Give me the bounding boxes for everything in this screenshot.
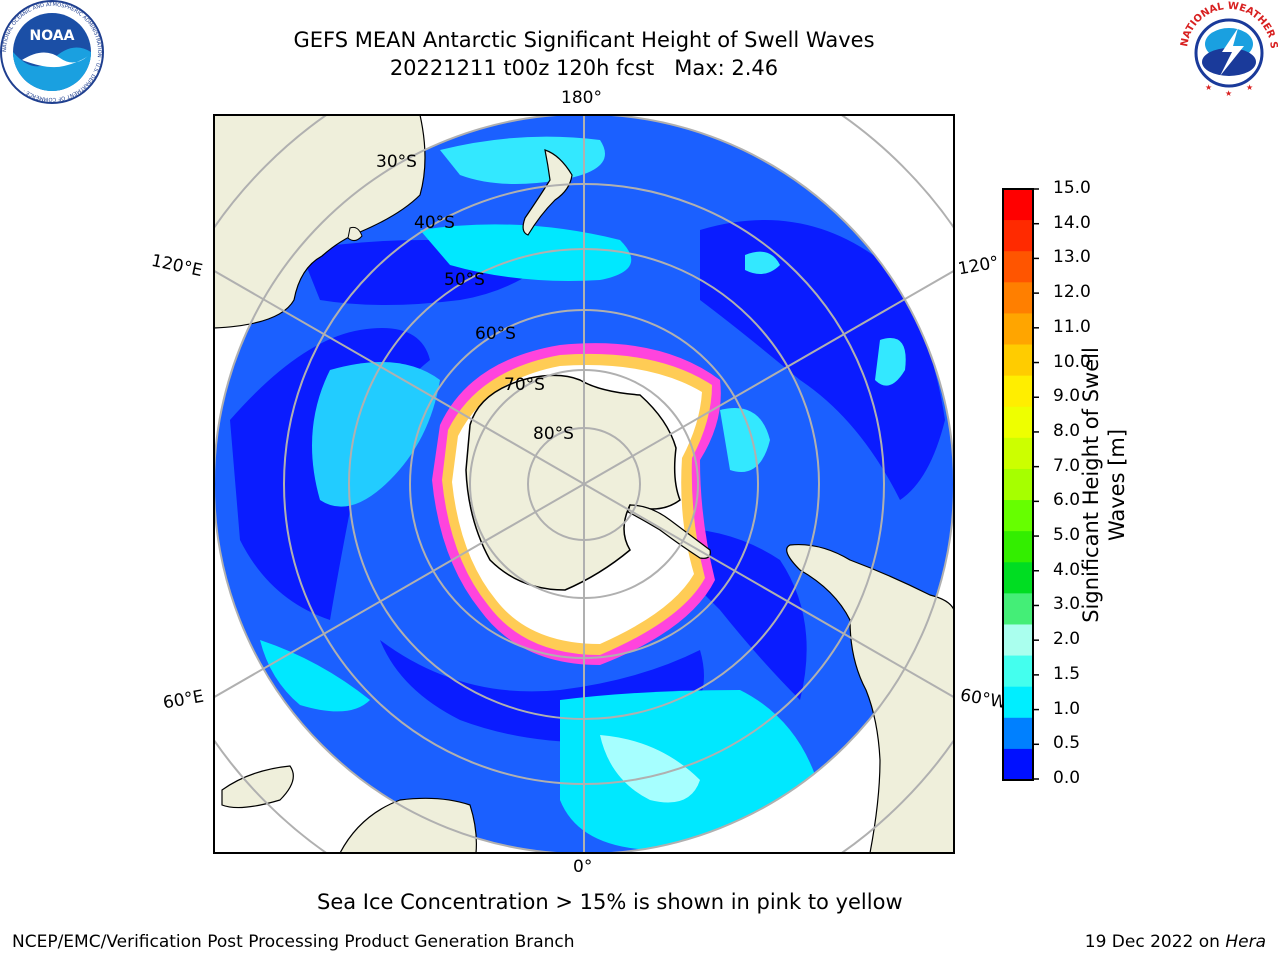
colorbar-tick-label: 9.0: [1053, 386, 1081, 407]
colorbar-bin: [1003, 562, 1033, 594]
swell-band: [720, 408, 770, 472]
svg-text:★: ★: [1205, 83, 1212, 92]
colorbar-tick-label: 0.5: [1053, 733, 1081, 754]
south-america-landmass: [786, 540, 954, 853]
tasmania: [347, 226, 363, 242]
colorbar-tick-label: 8.0: [1053, 420, 1081, 441]
new-zealand: [522, 149, 573, 236]
colorbar-bin: [1003, 500, 1033, 532]
colorbar-tick-label: 15.0: [1053, 178, 1091, 198]
colorbar-bin: [1003, 220, 1033, 252]
colorbar-bin: [1003, 375, 1033, 408]
colorbar-tick-label: 14.0: [1053, 212, 1091, 233]
colorbar-bin: [1003, 593, 1033, 626]
colorbar-bin: [1003, 406, 1033, 439]
colorbar-tick-label: 7.0: [1053, 455, 1081, 476]
colorbar-bin: [1003, 251, 1033, 283]
colorbar-bin: [1003, 468, 1033, 501]
swell-band: [745, 251, 780, 274]
colorbar-bin: [1003, 717, 1033, 750]
lat-label-30s: 30°S: [376, 152, 417, 172]
colorbar-tick-label: 2.0: [1053, 629, 1081, 650]
africa-landmass: [339, 797, 477, 853]
colorbar-bin: [1003, 531, 1033, 563]
colorbar-tick-label: 6.0: [1053, 490, 1081, 511]
colorbar-tick-label: 1.5: [1053, 663, 1081, 684]
chart-title-line2: 20221211 t00z 120h fcst Max: 2.46: [389, 56, 779, 80]
footer-date: 19 Dec 2022 on Hera: [1085, 932, 1266, 952]
lon-label-0: 0°: [573, 857, 593, 877]
colorbar-tick-label: 3.0: [1053, 594, 1081, 615]
colorbar-tick-label: 4.0: [1053, 559, 1081, 580]
sea-ice-caption: Sea Ice Concentration > 15% is shown in …: [317, 890, 903, 914]
lat-label-60s: 60°S: [475, 324, 516, 344]
colorbar-tick-label: 5.0: [1053, 525, 1081, 546]
lat-label-50s: 50°S: [444, 270, 485, 290]
map-frame: [213, 114, 955, 854]
colorbar-bin: [1003, 624, 1033, 657]
noaa-logo: NATIONAL OCEANIC AND ATMOSPHERIC ADMINIS…: [0, 0, 104, 104]
madagascar: [221, 765, 294, 809]
colorbar-tick-label: 11.0: [1053, 316, 1091, 337]
colorbar-bin: [1003, 748, 1033, 781]
low-swell-region: [700, 220, 945, 500]
colorbar-bin: [1003, 313, 1033, 346]
chart-title-line1: GEFS MEAN Antarctic Significant Height o…: [293, 28, 875, 52]
swell-band: [600, 735, 700, 803]
lon-label-180: 180°: [561, 88, 602, 108]
colorbar-tick-label: 0.0: [1053, 768, 1081, 788]
swell-band: [420, 224, 632, 281]
svg-text:★: ★: [1225, 89, 1232, 98]
lat-label-70s: 70°S: [504, 375, 545, 395]
swell-band: [312, 362, 440, 507]
graticule: [214, 115, 954, 853]
svg-text:★: ★: [1246, 83, 1253, 92]
footer-machine: Hera: [1225, 932, 1266, 952]
lat-label-80s: 80°S: [533, 424, 574, 444]
noaa-logo-text: NOAA: [30, 28, 75, 44]
colorbar: [1002, 188, 1039, 781]
colorbar-label-line2: Waves [m]: [1105, 428, 1129, 542]
colorbar-bin: [1003, 655, 1033, 688]
footer-branch: NCEP/EMC/Verification Post Processing Pr…: [12, 932, 575, 952]
colorbar-tick-label: 10.0: [1053, 351, 1091, 372]
colorbar-bin: [1003, 189, 1033, 221]
colorbar-bin: [1003, 282, 1033, 315]
colorbar-bin: [1003, 686, 1033, 719]
colorbar-bin: [1003, 437, 1033, 470]
colorbar-bin: [1003, 344, 1033, 377]
colorbar-tick-label: 1.0: [1053, 698, 1081, 719]
colorbar-tick-label: 12.0: [1053, 282, 1091, 303]
colorbar-label-line1: Significant Height of Swell: [1079, 347, 1103, 623]
swell-band: [260, 640, 370, 712]
antarctica-landmass: [465, 374, 681, 591]
lat-label-40s: 40°S: [414, 213, 455, 233]
nws-logo: NATIONAL WEATHER SERVICE ★ ★ ★: [1178, 0, 1279, 101]
swell-band: [875, 338, 906, 386]
colorbar-tick-label: 13.0: [1053, 247, 1091, 268]
colorbar-frame: [1002, 188, 1034, 781]
footer-date-text: 19 Dec 2022 on: [1084, 932, 1226, 952]
